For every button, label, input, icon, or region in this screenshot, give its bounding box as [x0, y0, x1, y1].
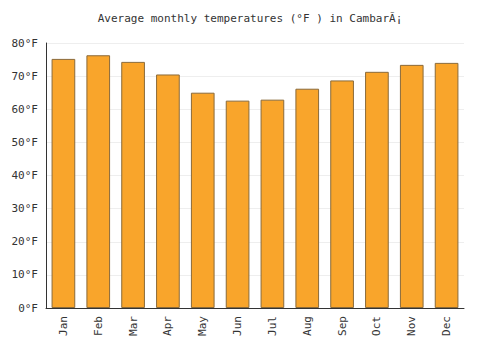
svg-text:Feb: Feb	[92, 316, 105, 336]
svg-text:Apr: Apr	[161, 316, 174, 336]
svg-text:May: May	[196, 316, 209, 336]
svg-text:0°F: 0°F	[18, 302, 38, 315]
svg-text:60°F: 60°F	[12, 103, 39, 116]
svg-text:Sep: Sep	[336, 316, 349, 336]
svg-text:Jul: Jul	[266, 316, 279, 336]
svg-text:50°F: 50°F	[12, 136, 39, 149]
svg-text:30°F: 30°F	[12, 202, 39, 215]
svg-text:10°F: 10°F	[12, 268, 39, 281]
svg-text:40°F: 40°F	[12, 169, 39, 182]
svg-text:70°F: 70°F	[12, 70, 39, 83]
svg-text:Jun: Jun	[231, 316, 244, 336]
svg-text:20°F: 20°F	[12, 235, 39, 248]
svg-text:Average monthly temperatures (: Average monthly temperatures (°F ) in Ca…	[98, 12, 403, 25]
svg-text:Oct: Oct	[370, 316, 383, 336]
svg-text:Dec: Dec	[440, 316, 453, 336]
svg-text:Mar: Mar	[127, 316, 140, 336]
svg-text:Jan: Jan	[57, 316, 70, 336]
svg-text:Nov: Nov	[405, 316, 418, 336]
svg-text:80°F: 80°F	[12, 37, 39, 50]
svg-text:Aug: Aug	[301, 316, 314, 336]
